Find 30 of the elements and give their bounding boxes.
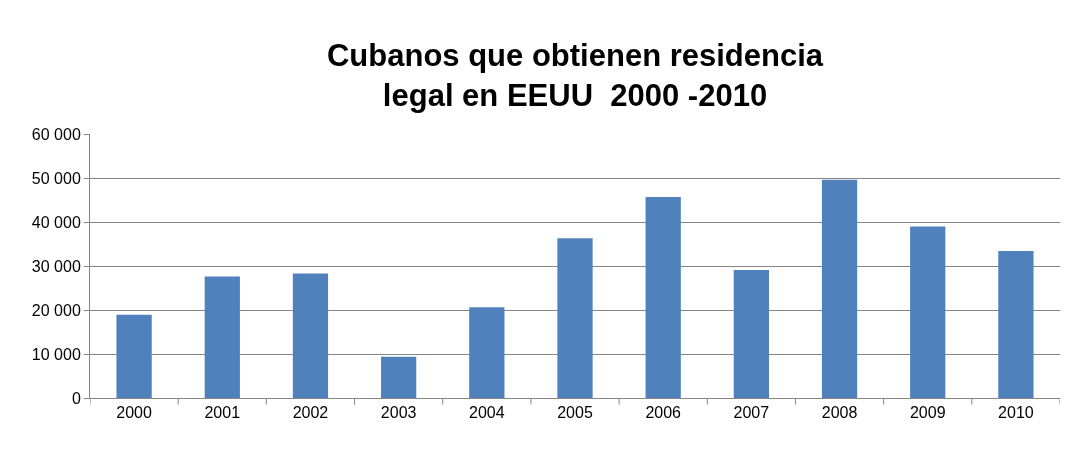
bar [557,238,593,398]
bar [645,196,681,398]
bar [733,269,769,398]
x-tick-label: 2000 [116,404,152,422]
bar [204,276,240,398]
y-tick-label: 10 000 [31,345,81,363]
bar [292,273,329,398]
bar [998,251,1034,398]
y-tick-label: 50 000 [31,169,81,187]
x-tick-label: 2010 [998,404,1034,422]
y-tick-label: 60 000 [31,125,81,143]
y-tick-label: 30 000 [31,257,81,275]
x-tick-label: 2008 [821,404,858,422]
x-tick-label: 2002 [292,404,329,422]
bar [469,307,505,398]
x-tick-label: 2009 [909,404,946,422]
y-tick-label: 40 000 [31,213,81,231]
y-tick-label: 20 000 [31,301,81,319]
x-tick-label: 2004 [469,404,505,422]
x-tick-label: 2001 [204,404,241,422]
bar [116,314,152,398]
bar [821,179,858,398]
chart-title: Cubanos que obtienen residencia legal en EEUU 2000 -2010 [326,38,824,114]
x-tick-label: 2005 [557,404,593,422]
x-tick-label: 2003 [380,404,417,422]
y-tick-label: 0 [71,389,81,407]
bar [910,226,946,398]
bar [381,356,417,398]
x-tick-label: 2007 [733,404,770,422]
x-tick-label: 2006 [645,404,682,422]
